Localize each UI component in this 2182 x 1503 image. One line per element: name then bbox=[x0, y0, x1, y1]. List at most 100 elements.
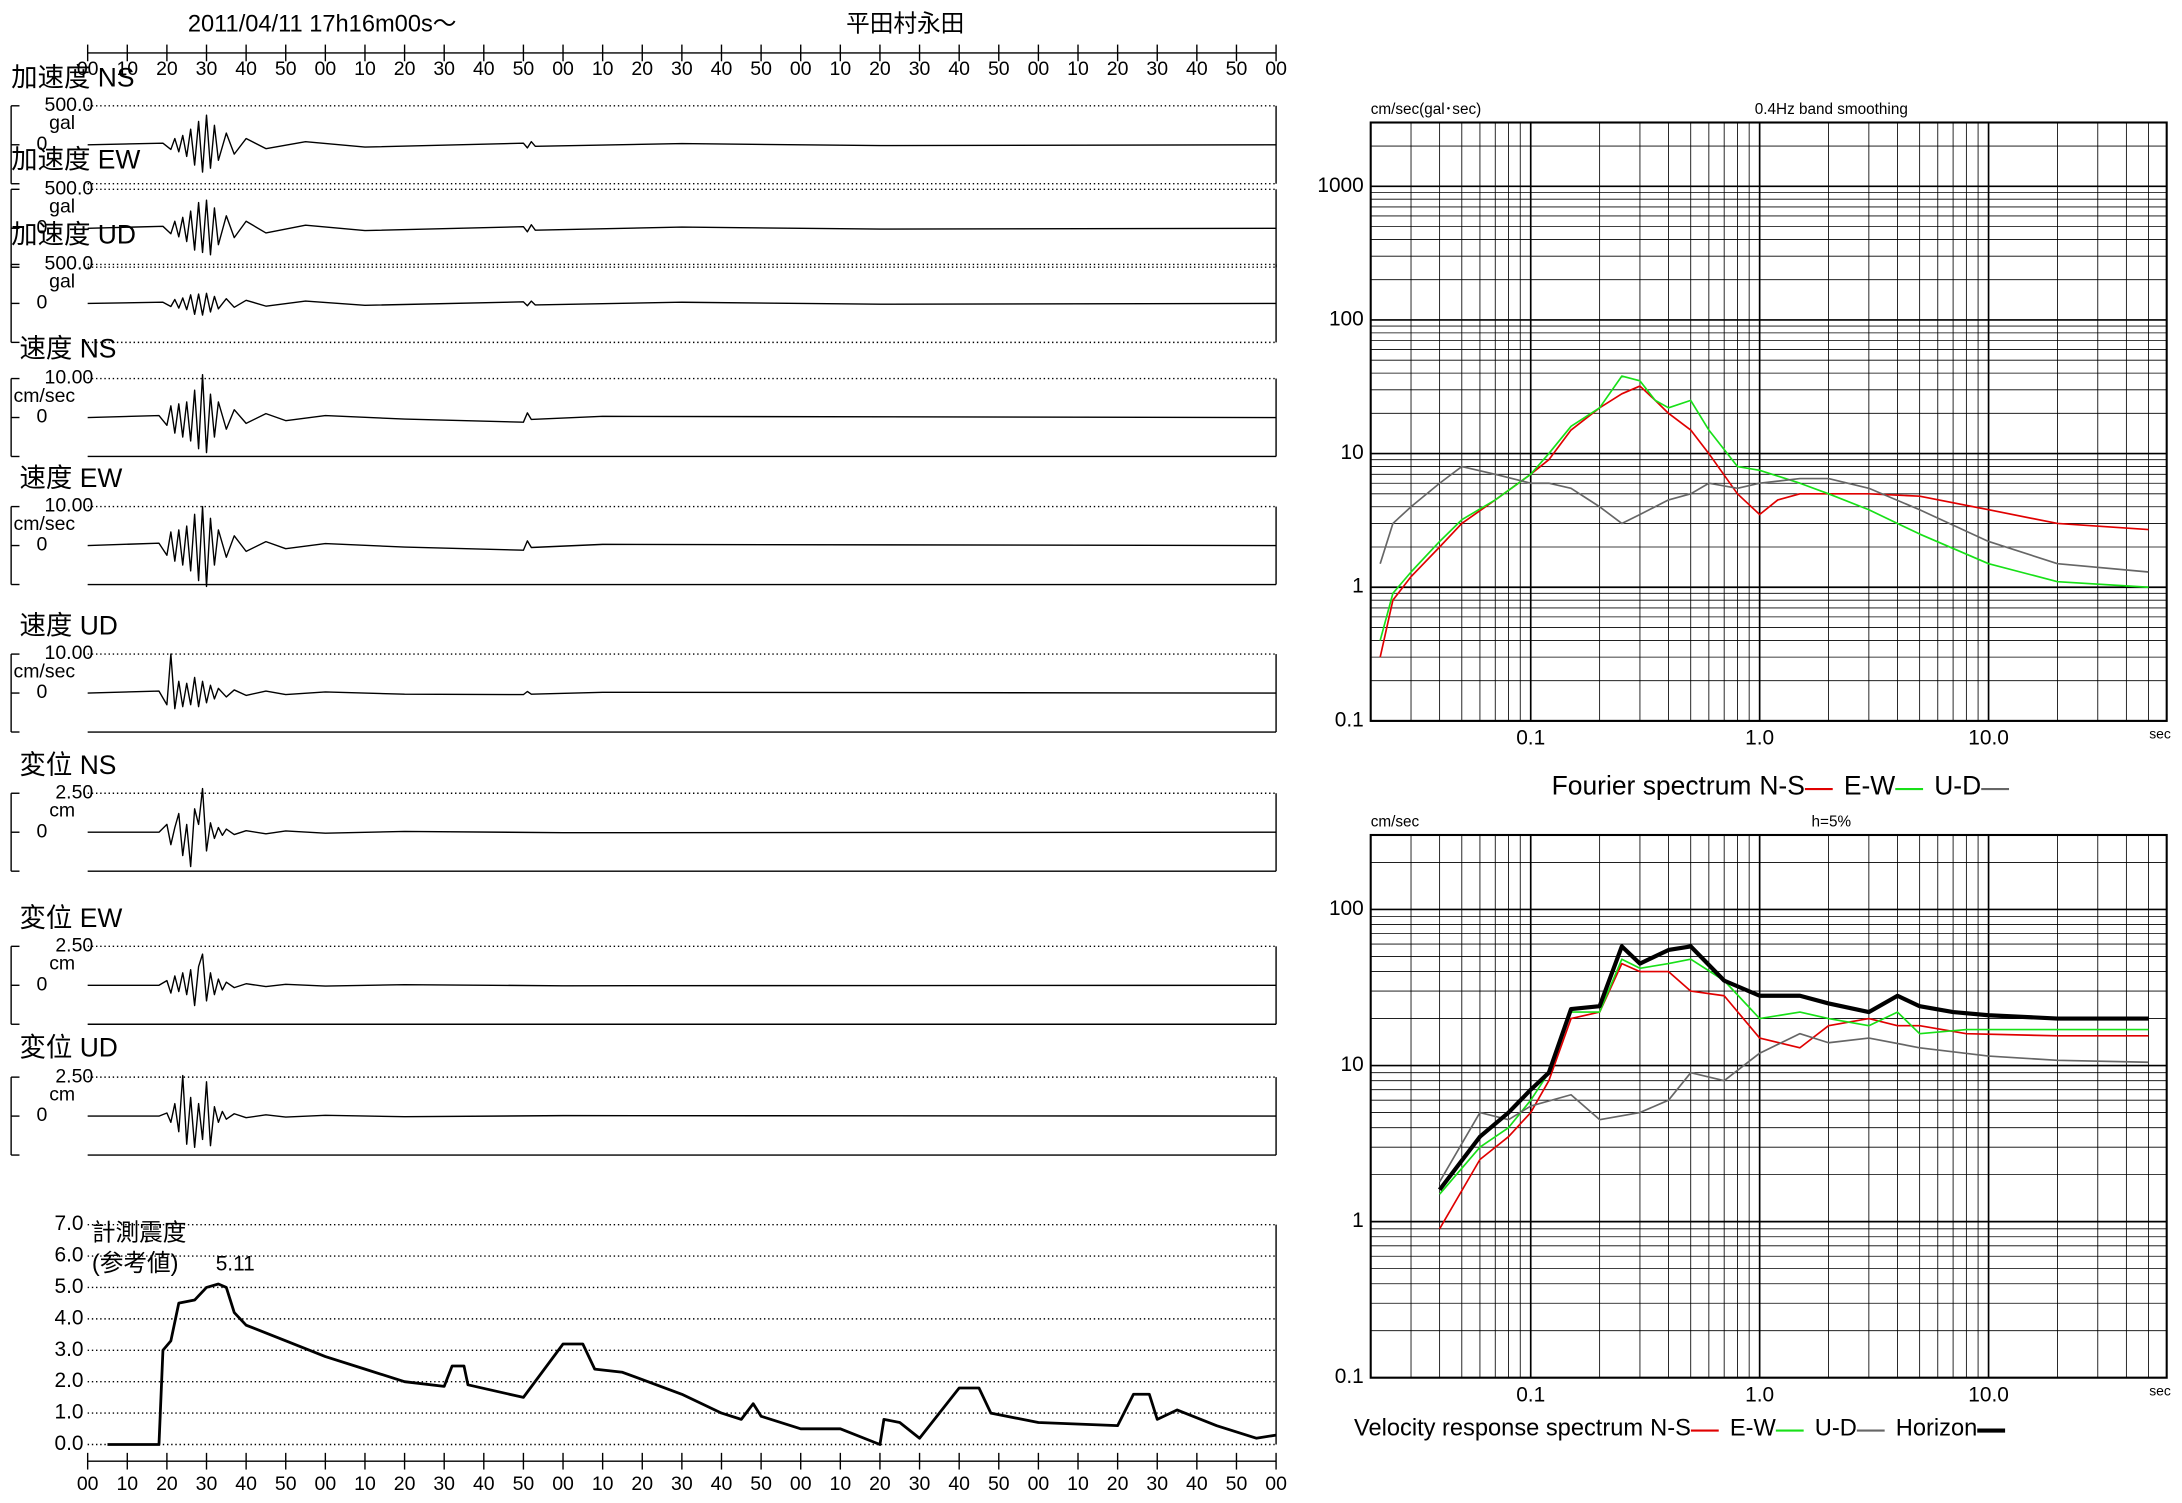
x-tick-label: 50 bbox=[750, 58, 772, 80]
waveform-line bbox=[87, 199, 1277, 256]
y-unit: cm/sec(gal･sec) bbox=[1371, 101, 1482, 118]
x-tick-label: 20 bbox=[394, 1473, 416, 1495]
x-tick-label: 00 bbox=[1265, 58, 1287, 80]
x-tick-label: 30 bbox=[433, 1473, 455, 1495]
y-tick-label: 0 bbox=[36, 820, 47, 842]
y-tick-label: 6.0 bbox=[54, 1244, 83, 1267]
unit: cm bbox=[49, 953, 75, 975]
spectrum-line bbox=[1379, 375, 2149, 641]
y-tick-label: 2.50 bbox=[55, 1065, 93, 1087]
y-tick-label: 0 bbox=[36, 973, 47, 995]
x-tick-label: 40 bbox=[711, 58, 733, 80]
x-tick-label: 10 bbox=[354, 1473, 376, 1495]
unit: cm bbox=[49, 1083, 75, 1105]
spectrum-line bbox=[1438, 958, 2149, 1195]
x-tick-label: 30 bbox=[909, 1473, 931, 1495]
legend-label: Horizon bbox=[1896, 1415, 1977, 1441]
y-unit: cm/sec bbox=[1371, 814, 1420, 831]
plot-title: 0.4Hz band smoothing bbox=[1755, 101, 1908, 118]
x-tick-label: 0.1 bbox=[1516, 726, 1545, 749]
x-tick-label: 50 bbox=[750, 1473, 772, 1495]
x-tick-label: 10 bbox=[116, 1473, 138, 1495]
x-tick-label: 00 bbox=[552, 58, 574, 80]
spectrum-line bbox=[1379, 465, 2149, 573]
y-tick-label: 500.0 bbox=[45, 253, 94, 275]
x-tick-label: 20 bbox=[631, 1473, 653, 1495]
x-unit: sec bbox=[2149, 1382, 2171, 1398]
x-tick-label: 20 bbox=[631, 58, 653, 80]
panel-title: 変位 EW bbox=[19, 903, 122, 933]
x-tick-label: 30 bbox=[671, 1473, 693, 1495]
y-tick-label: 1000 bbox=[1317, 174, 1363, 197]
legend-label: U-D bbox=[1815, 1415, 1857, 1441]
unit: cm bbox=[49, 799, 75, 821]
legend-title: Fourier spectrum bbox=[1552, 771, 1752, 801]
y-tick-label: 0 bbox=[36, 534, 47, 556]
y-tick-label: 1.0 bbox=[54, 1401, 83, 1424]
panel-title: 加速度 NS bbox=[11, 62, 134, 92]
x-unit: sec bbox=[2149, 725, 2171, 741]
x-tick-label: 10.0 bbox=[1968, 1383, 2009, 1406]
x-tick-label: 30 bbox=[671, 58, 693, 80]
x-tick-label: 40 bbox=[948, 58, 970, 80]
y-tick-label: 2.0 bbox=[54, 1369, 83, 1392]
x-tick-label: 00 bbox=[77, 58, 99, 80]
spectrum-line bbox=[1438, 1032, 2149, 1183]
x-tick-label: 00 bbox=[790, 58, 812, 80]
x-tick-label: 40 bbox=[235, 58, 257, 80]
x-tick-label: 10 bbox=[354, 58, 376, 80]
panel-title: 加速度 UD bbox=[11, 220, 136, 250]
datetime: 2011/04/11 17h16m00s〜 bbox=[188, 11, 457, 37]
x-tick-label: 10 bbox=[592, 1473, 614, 1495]
x-tick-label: 40 bbox=[473, 58, 495, 80]
x-tick-label: 00 bbox=[77, 1473, 99, 1495]
waveform-line bbox=[87, 953, 1277, 1007]
x-tick-label: 40 bbox=[235, 1473, 257, 1495]
x-tick-label: 20 bbox=[869, 58, 891, 80]
waveform-line bbox=[87, 653, 1277, 710]
y-tick-label: 0 bbox=[36, 216, 47, 238]
spectrum-line bbox=[1379, 385, 2149, 658]
y-tick-label: 0 bbox=[36, 681, 47, 703]
panel-title: 速度 EW bbox=[19, 463, 122, 493]
x-tick-label: 00 bbox=[315, 1473, 337, 1495]
spectrum-line bbox=[1437, 944, 2149, 1192]
x-tick-label: 50 bbox=[513, 58, 535, 80]
x-tick-label: 50 bbox=[988, 58, 1010, 80]
x-tick-label: 50 bbox=[275, 1473, 297, 1495]
legend-label: U-D bbox=[1934, 771, 1981, 801]
plot-frame bbox=[1369, 833, 2168, 1379]
x-tick-label: 40 bbox=[948, 1473, 970, 1495]
y-tick-label: 0 bbox=[36, 292, 47, 314]
legend-label: N-S bbox=[1759, 771, 1805, 801]
y-tick-label: 1 bbox=[1352, 575, 1364, 598]
x-tick-label: 00 bbox=[1028, 58, 1050, 80]
x-tick-label: 10 bbox=[830, 1473, 852, 1495]
y-tick-label: 2.50 bbox=[55, 934, 93, 956]
y-tick-label: 100 bbox=[1329, 897, 1364, 920]
x-tick-label: 20 bbox=[156, 58, 178, 80]
waveform-line bbox=[87, 505, 1277, 588]
x-tick-label: 20 bbox=[156, 1473, 178, 1495]
x-tick-label: 40 bbox=[1186, 1473, 1208, 1495]
peak-label: 5.11 bbox=[216, 1253, 255, 1276]
waveform-line bbox=[87, 1074, 1277, 1148]
y-tick-label: 500.0 bbox=[45, 94, 94, 116]
x-tick-label: 1.0 bbox=[1745, 1383, 1774, 1406]
legend-label: E-W bbox=[1844, 771, 1895, 801]
y-tick-label: 0 bbox=[36, 133, 47, 155]
x-tick-label: 10 bbox=[830, 58, 852, 80]
y-tick-label: 0.1 bbox=[1335, 708, 1364, 731]
y-tick-label: 1 bbox=[1352, 1209, 1364, 1232]
y-tick-label: 5.0 bbox=[54, 1275, 83, 1298]
x-tick-label: 50 bbox=[513, 1473, 535, 1495]
x-tick-label: 10 bbox=[116, 58, 138, 80]
unit: cm/sec bbox=[13, 660, 75, 682]
panel-title: 速度 NS bbox=[19, 334, 116, 364]
panel-title: 変位 NS bbox=[19, 750, 116, 780]
intensity-line bbox=[107, 1282, 1277, 1446]
x-tick-label: 30 bbox=[196, 58, 218, 80]
x-tick-label: 40 bbox=[1186, 58, 1208, 80]
